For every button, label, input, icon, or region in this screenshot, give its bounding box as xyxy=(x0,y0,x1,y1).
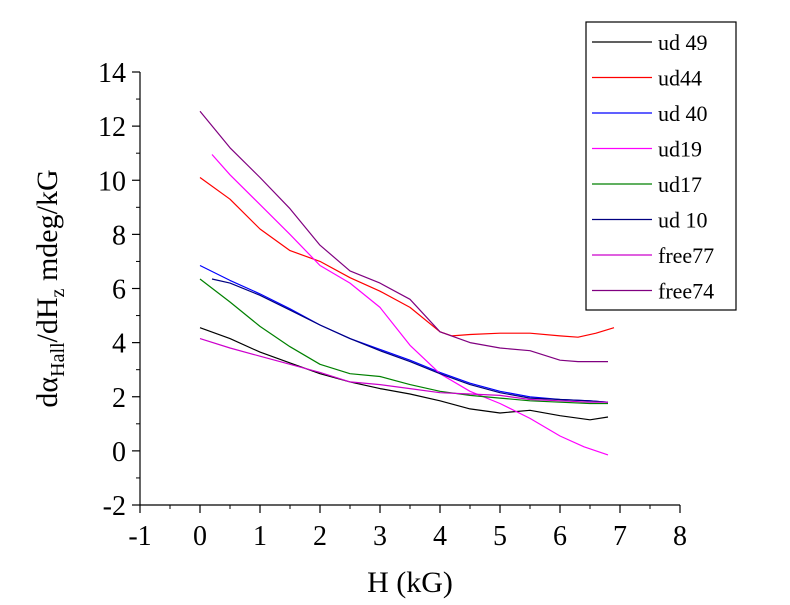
series-layer xyxy=(199,110,615,456)
series-line xyxy=(211,154,609,456)
y-tick-label: 10 xyxy=(98,166,126,197)
legend: ud 49 ud44 ud 40 ud19 ud17 ud 10 free77 free74 xyxy=(585,21,737,311)
x-tick-label: 5 xyxy=(493,521,507,552)
x-tick-label: 8 xyxy=(673,521,687,552)
y-tick-label: 0 xyxy=(112,437,126,468)
series-line xyxy=(211,278,609,403)
series-line xyxy=(199,264,609,403)
series-line xyxy=(199,177,615,338)
series-line xyxy=(199,338,608,403)
x-tick-label: 7 xyxy=(613,521,627,552)
legend-label: ud17 xyxy=(658,172,702,197)
series-line xyxy=(199,278,608,405)
y-tick-label: 2 xyxy=(112,383,126,414)
legend-box xyxy=(585,21,737,311)
y-axis-title: dαHall/dHz mdeg/kG xyxy=(31,169,69,407)
series-line xyxy=(199,327,609,421)
x-tick-label: 4 xyxy=(433,521,447,552)
y-tick-label: 8 xyxy=(112,220,126,251)
x-tick-label: 0 xyxy=(193,521,207,552)
x-tick-label: 2 xyxy=(313,521,327,552)
y-axis-title-part: z xyxy=(47,288,69,297)
legend-label: ud 49 xyxy=(658,30,708,55)
legend-label: ud19 xyxy=(658,137,702,162)
y-tick-label: 6 xyxy=(112,275,126,306)
y-axis-title-part: dα xyxy=(31,377,64,408)
x-tick-label: -1 xyxy=(128,521,151,552)
x-tick-label: 3 xyxy=(373,521,387,552)
legend-label: ud 40 xyxy=(658,101,708,126)
y-axis-title-part: /dH xyxy=(31,297,64,342)
legend-label: free74 xyxy=(658,279,714,304)
y-tick-label: 4 xyxy=(112,329,126,360)
y-axis-title-part: mdeg/kG xyxy=(31,169,64,288)
legend-label: free77 xyxy=(658,243,714,268)
y-axis-title-part: Hall xyxy=(47,342,69,377)
y-tick-label: 14 xyxy=(98,58,126,89)
series-line xyxy=(199,110,608,363)
legend-label: ud 10 xyxy=(658,208,708,233)
x-axis-title: H (kG) xyxy=(367,566,453,599)
x-tick-label: 6 xyxy=(553,521,567,552)
legend-label: ud44 xyxy=(658,66,702,91)
y-tick-label: -2 xyxy=(103,491,126,522)
y-tick-label: 12 xyxy=(98,112,126,143)
x-tick-label: 1 xyxy=(253,521,267,552)
